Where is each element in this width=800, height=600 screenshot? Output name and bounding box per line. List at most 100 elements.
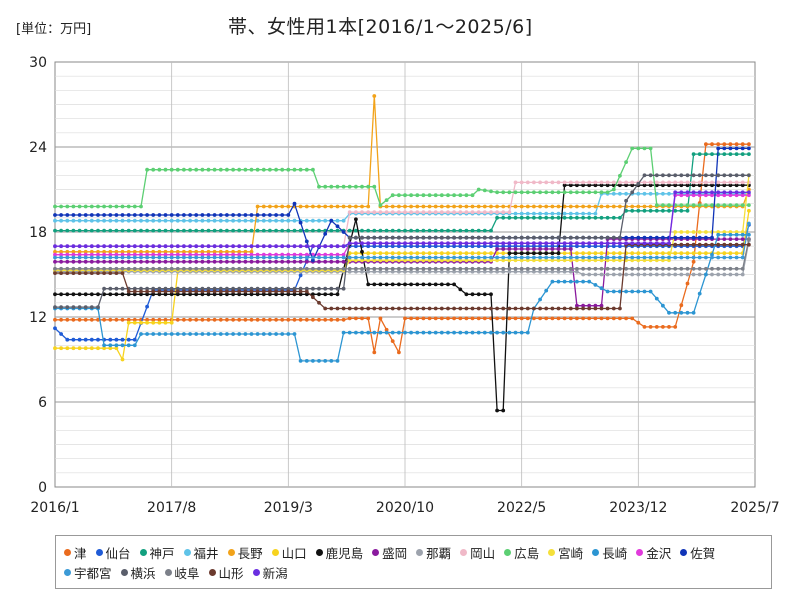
- series-point: [673, 325, 678, 329]
- series-point: [433, 255, 438, 260]
- series-point: [587, 303, 592, 308]
- series-point: [630, 251, 635, 256]
- y-tick-label: 6: [38, 395, 47, 411]
- series-point: [599, 190, 604, 195]
- series-point: [446, 255, 450, 260]
- series-point: [390, 306, 395, 311]
- series-point: [108, 204, 113, 209]
- series-point: [661, 325, 665, 329]
- series-point: [237, 218, 242, 223]
- series-point: [446, 235, 450, 240]
- series-point: [427, 282, 432, 287]
- series-point: [519, 215, 524, 220]
- series-point: [581, 241, 585, 246]
- series-point: [132, 266, 137, 271]
- series-point: [642, 204, 647, 209]
- series-point: [654, 208, 659, 213]
- series-point: [433, 228, 438, 233]
- series-point: [206, 255, 211, 260]
- series-point: [685, 180, 690, 185]
- series-point: [175, 266, 180, 271]
- series-point: [53, 255, 57, 260]
- series-point: [237, 332, 242, 336]
- series-point: [298, 292, 303, 297]
- series-point: [587, 190, 592, 195]
- series-point: [323, 204, 328, 209]
- legend-label: 神戸: [149, 545, 175, 561]
- series-point: [421, 193, 426, 198]
- series-point: [575, 269, 579, 274]
- series-point: [304, 266, 309, 271]
- series-point: [126, 337, 131, 342]
- series-point: [734, 237, 739, 242]
- series-point: [360, 306, 364, 311]
- series-point: [151, 228, 156, 233]
- series-point: [335, 252, 340, 257]
- series-point: [581, 251, 585, 256]
- series-point: [716, 232, 721, 237]
- series-point: [53, 271, 57, 275]
- series-point: [65, 346, 70, 351]
- series-point: [188, 259, 193, 264]
- series-point: [237, 244, 242, 249]
- legend-marker: [592, 548, 600, 556]
- series-point: [470, 235, 475, 240]
- series-point: [685, 272, 690, 277]
- series-point: [390, 339, 395, 343]
- series-point: [661, 191, 665, 196]
- series-point: [734, 272, 739, 277]
- series-point: [716, 242, 721, 247]
- series-point: [489, 292, 493, 297]
- series-point: [65, 337, 70, 342]
- series-point: [225, 289, 229, 294]
- series-point: [212, 167, 217, 172]
- series-point: [169, 228, 174, 233]
- series-point: [716, 183, 721, 188]
- series-point: [679, 310, 684, 315]
- series-point: [163, 244, 168, 249]
- legend-label: 長崎: [602, 545, 628, 561]
- series-point: [747, 232, 751, 237]
- series-point: [532, 190, 536, 195]
- series-point: [182, 252, 186, 257]
- series-point: [200, 286, 205, 291]
- series-point: [280, 167, 285, 172]
- series-point: [397, 235, 401, 240]
- series-point: [206, 167, 211, 172]
- series-point: [734, 251, 739, 256]
- series-point: [372, 258, 377, 263]
- series-point: [550, 251, 555, 256]
- series-point: [366, 210, 371, 215]
- series-point: [384, 327, 389, 332]
- series-point: [685, 208, 690, 213]
- series-point: [225, 167, 229, 172]
- series-point: [212, 286, 217, 291]
- series-point: [403, 306, 407, 311]
- series-point: [409, 235, 413, 240]
- series-point: [722, 237, 727, 242]
- series-point: [139, 332, 143, 336]
- series-point: [71, 317, 76, 322]
- series-point: [261, 228, 266, 233]
- series-point: [182, 286, 186, 291]
- series-point: [397, 306, 401, 311]
- series-point: [446, 193, 450, 198]
- series-point: [71, 228, 76, 233]
- series-point: [556, 215, 561, 220]
- series-point: [433, 251, 438, 256]
- series-point: [225, 218, 229, 223]
- series-point: [59, 218, 63, 223]
- series-point: [747, 190, 751, 195]
- series-point: [366, 204, 371, 209]
- series-point: [722, 255, 727, 260]
- series-point: [378, 282, 383, 287]
- series-point: [274, 289, 278, 294]
- series-point: [679, 230, 684, 234]
- legend-marker: [64, 568, 71, 576]
- series-point: [268, 255, 272, 260]
- series-point: [175, 317, 180, 322]
- series-point: [53, 346, 57, 351]
- series-point: [556, 266, 561, 271]
- series-point: [679, 251, 684, 256]
- series-point: [188, 252, 193, 257]
